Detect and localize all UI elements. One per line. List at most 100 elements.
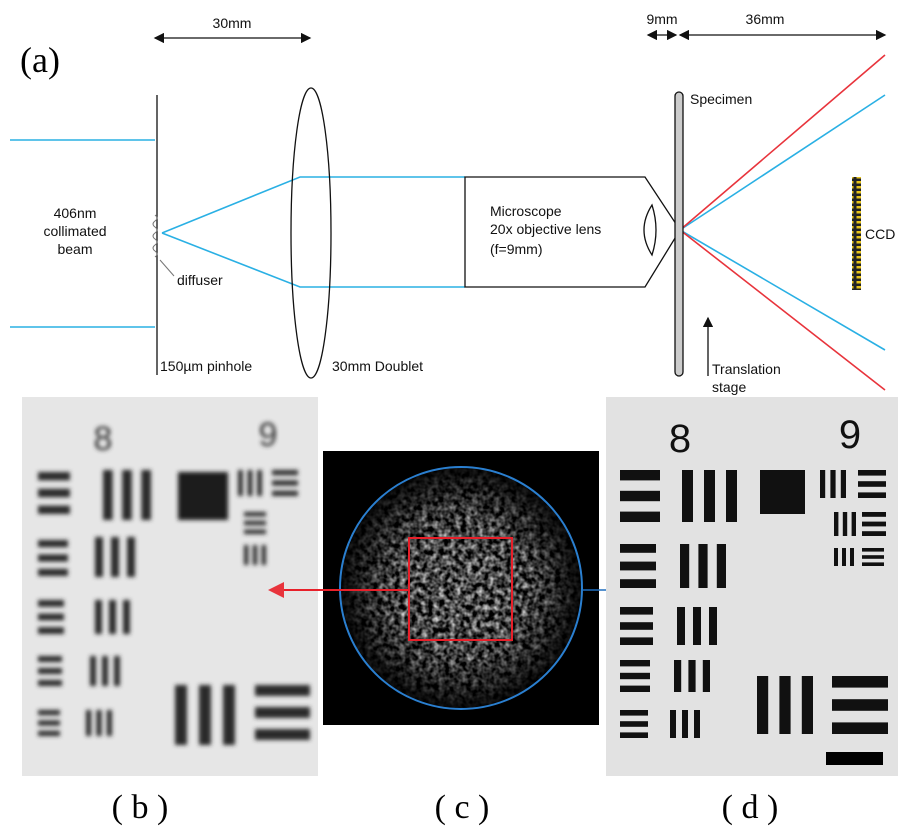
bar xyxy=(38,614,64,621)
bar xyxy=(255,729,310,740)
bar xyxy=(244,512,266,516)
bar xyxy=(178,472,228,520)
caption: ( c ) xyxy=(435,789,490,826)
bar xyxy=(109,600,116,634)
diffuser-label: diffuser xyxy=(177,272,223,288)
bar xyxy=(858,470,886,476)
bar xyxy=(620,470,660,480)
bar xyxy=(114,656,120,686)
bar xyxy=(694,710,700,738)
bar xyxy=(703,660,710,692)
bar xyxy=(620,607,653,615)
bar xyxy=(238,470,243,496)
bar xyxy=(830,470,835,498)
bar xyxy=(103,470,113,520)
caption: ( b ) xyxy=(112,789,169,826)
specimen xyxy=(675,92,683,376)
bar xyxy=(262,545,266,565)
bar xyxy=(862,562,884,566)
dimension-label: 36mm xyxy=(746,11,785,27)
source-label: collimated xyxy=(43,223,106,239)
objective-label: 20x objective lens xyxy=(490,221,601,237)
group-label: 9 xyxy=(839,413,861,457)
bar xyxy=(257,470,262,496)
figure: (a) 30mm 9mm 36mm 406nm collimated beam … xyxy=(0,0,900,838)
bar xyxy=(38,600,64,607)
bar xyxy=(38,506,70,514)
bar xyxy=(858,481,886,487)
panel-c xyxy=(270,451,622,725)
pinhole-label: 150µm pinhole xyxy=(160,358,252,374)
bar xyxy=(852,512,856,536)
group-label: 8 xyxy=(94,420,113,458)
objective-lens xyxy=(644,205,656,255)
caption: ( d ) xyxy=(722,789,779,826)
bar xyxy=(38,710,60,715)
bar xyxy=(620,732,648,738)
bar xyxy=(223,685,235,745)
stage-label: stage xyxy=(712,379,746,395)
bar xyxy=(670,710,676,738)
bar xyxy=(680,544,689,588)
doublet-label: 30mm Doublet xyxy=(332,358,423,374)
bar xyxy=(858,492,886,498)
bar xyxy=(682,470,693,522)
bar xyxy=(620,673,650,679)
bar xyxy=(704,470,715,522)
bar xyxy=(102,656,108,686)
bar xyxy=(38,569,68,576)
bar xyxy=(677,607,685,645)
panel-d: 8 9 xyxy=(606,397,898,776)
bar xyxy=(127,537,135,577)
bar xyxy=(620,622,653,630)
bar xyxy=(717,544,726,588)
bar xyxy=(843,512,847,536)
bar xyxy=(244,545,248,565)
bar xyxy=(862,531,886,536)
specimen-label: Specimen xyxy=(690,91,752,107)
bar xyxy=(86,710,91,736)
dimension-label: 30mm xyxy=(213,15,252,31)
bar xyxy=(175,685,187,745)
bar xyxy=(850,548,854,566)
source-label: 406nm xyxy=(54,205,97,221)
bar xyxy=(620,710,648,716)
bar xyxy=(122,470,132,520)
bar xyxy=(96,710,101,736)
bar xyxy=(693,607,701,645)
bar xyxy=(682,710,688,738)
bar xyxy=(834,512,838,536)
objective-label: (f=9mm) xyxy=(490,241,543,257)
bar xyxy=(757,676,768,734)
bar xyxy=(620,579,656,588)
group-label: 9 xyxy=(259,416,278,454)
bar xyxy=(620,721,648,727)
bar xyxy=(842,548,846,566)
bar xyxy=(688,660,695,692)
bar xyxy=(841,470,846,498)
bar xyxy=(620,544,656,553)
bar xyxy=(38,472,70,480)
ccd-label: CCD xyxy=(865,226,895,242)
bar xyxy=(820,470,825,498)
bar xyxy=(272,480,298,485)
bar xyxy=(90,656,96,686)
bar xyxy=(38,656,62,662)
bar xyxy=(779,676,790,734)
bar xyxy=(38,731,60,736)
bar xyxy=(253,545,257,565)
bar xyxy=(38,668,62,674)
bar xyxy=(760,470,805,514)
bar xyxy=(862,522,886,527)
stage-label: Translation xyxy=(712,361,781,377)
bar xyxy=(123,600,130,634)
panel-a: (a) 30mm 9mm 36mm 406nm collimated beam … xyxy=(10,11,895,395)
bar xyxy=(862,555,884,559)
bar xyxy=(95,537,103,577)
bar xyxy=(620,686,650,692)
bar xyxy=(862,512,886,517)
bar xyxy=(726,470,737,522)
bar xyxy=(709,607,717,645)
bar xyxy=(620,637,653,645)
bar xyxy=(832,699,888,711)
